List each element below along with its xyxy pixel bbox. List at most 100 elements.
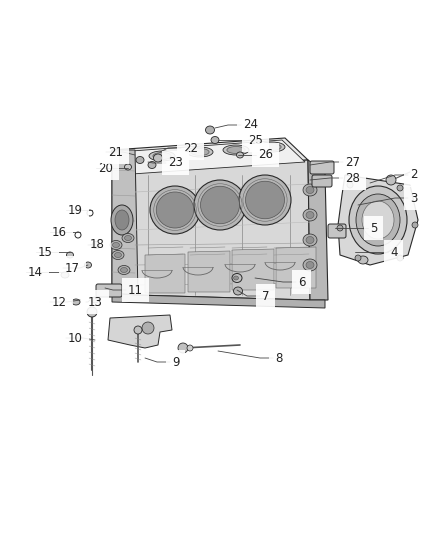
Text: 6: 6 (298, 276, 305, 288)
Ellipse shape (306, 212, 314, 219)
Polygon shape (308, 160, 328, 300)
Polygon shape (108, 315, 172, 348)
Ellipse shape (114, 253, 121, 257)
Ellipse shape (306, 237, 314, 244)
Ellipse shape (246, 181, 285, 219)
Text: 5: 5 (370, 222, 378, 235)
Ellipse shape (194, 180, 246, 230)
Ellipse shape (303, 234, 317, 246)
Ellipse shape (148, 161, 156, 168)
Ellipse shape (111, 205, 133, 235)
Ellipse shape (120, 268, 127, 272)
Ellipse shape (122, 233, 134, 243)
Ellipse shape (61, 272, 69, 278)
Text: 4: 4 (390, 246, 398, 259)
Polygon shape (188, 251, 230, 292)
Ellipse shape (362, 201, 394, 239)
FancyBboxPatch shape (310, 161, 334, 174)
Text: 24: 24 (243, 118, 258, 132)
Polygon shape (118, 140, 305, 174)
Circle shape (347, 182, 353, 188)
Ellipse shape (306, 262, 314, 269)
Circle shape (87, 307, 97, 317)
Text: 18: 18 (90, 238, 105, 252)
Ellipse shape (303, 209, 317, 221)
Text: 3: 3 (410, 191, 417, 205)
Text: 12: 12 (52, 295, 67, 309)
Ellipse shape (124, 236, 131, 240)
Text: 10: 10 (68, 332, 83, 344)
Text: 22: 22 (183, 141, 198, 155)
Text: 14: 14 (28, 265, 43, 279)
Circle shape (142, 322, 154, 334)
Ellipse shape (227, 147, 245, 154)
Ellipse shape (263, 143, 281, 150)
Ellipse shape (112, 251, 124, 260)
Circle shape (178, 343, 188, 353)
Text: 2: 2 (410, 168, 417, 182)
Ellipse shape (115, 210, 129, 230)
Text: 23: 23 (168, 157, 183, 169)
Ellipse shape (92, 297, 99, 303)
Ellipse shape (92, 241, 100, 248)
FancyBboxPatch shape (312, 175, 332, 187)
Text: 27: 27 (345, 156, 360, 168)
Polygon shape (232, 249, 274, 290)
Ellipse shape (259, 142, 285, 152)
Ellipse shape (150, 186, 200, 234)
Ellipse shape (67, 252, 74, 258)
Ellipse shape (124, 164, 131, 170)
Ellipse shape (349, 186, 407, 254)
Ellipse shape (110, 240, 122, 249)
Text: 19: 19 (68, 204, 83, 216)
Text: 17: 17 (65, 262, 80, 274)
Text: 11: 11 (128, 284, 143, 296)
Ellipse shape (201, 186, 240, 224)
Ellipse shape (358, 256, 368, 264)
FancyBboxPatch shape (328, 224, 346, 238)
Ellipse shape (118, 265, 130, 274)
Ellipse shape (237, 152, 244, 158)
Polygon shape (112, 150, 138, 295)
Polygon shape (112, 150, 135, 295)
Circle shape (187, 345, 193, 351)
Polygon shape (338, 175, 418, 265)
Circle shape (386, 175, 396, 185)
Ellipse shape (232, 273, 242, 282)
Ellipse shape (303, 259, 317, 271)
Text: 28: 28 (345, 172, 360, 184)
Ellipse shape (223, 145, 249, 155)
Ellipse shape (153, 152, 171, 159)
Text: 13: 13 (88, 295, 103, 309)
Text: 9: 9 (172, 356, 180, 368)
Circle shape (355, 255, 361, 261)
Ellipse shape (153, 154, 162, 162)
Ellipse shape (136, 157, 144, 164)
Text: 15: 15 (38, 246, 53, 259)
Ellipse shape (205, 126, 215, 134)
Polygon shape (135, 160, 310, 300)
Ellipse shape (187, 147, 213, 157)
Text: 16: 16 (52, 225, 67, 238)
Ellipse shape (211, 136, 219, 143)
Text: 26: 26 (258, 149, 273, 161)
Circle shape (412, 222, 418, 228)
Polygon shape (145, 254, 185, 293)
Ellipse shape (233, 276, 239, 280)
Ellipse shape (306, 187, 314, 193)
FancyBboxPatch shape (96, 284, 122, 297)
Text: 7: 7 (262, 289, 269, 303)
Text: 8: 8 (275, 351, 283, 365)
Circle shape (134, 326, 142, 334)
Circle shape (397, 185, 403, 191)
Ellipse shape (72, 299, 80, 305)
Ellipse shape (356, 194, 400, 246)
Polygon shape (112, 293, 325, 308)
Text: 21: 21 (108, 146, 123, 158)
Ellipse shape (113, 243, 120, 247)
Ellipse shape (233, 287, 243, 295)
Ellipse shape (85, 262, 92, 268)
Text: 25: 25 (248, 133, 263, 147)
Circle shape (337, 225, 343, 231)
Ellipse shape (303, 184, 317, 196)
